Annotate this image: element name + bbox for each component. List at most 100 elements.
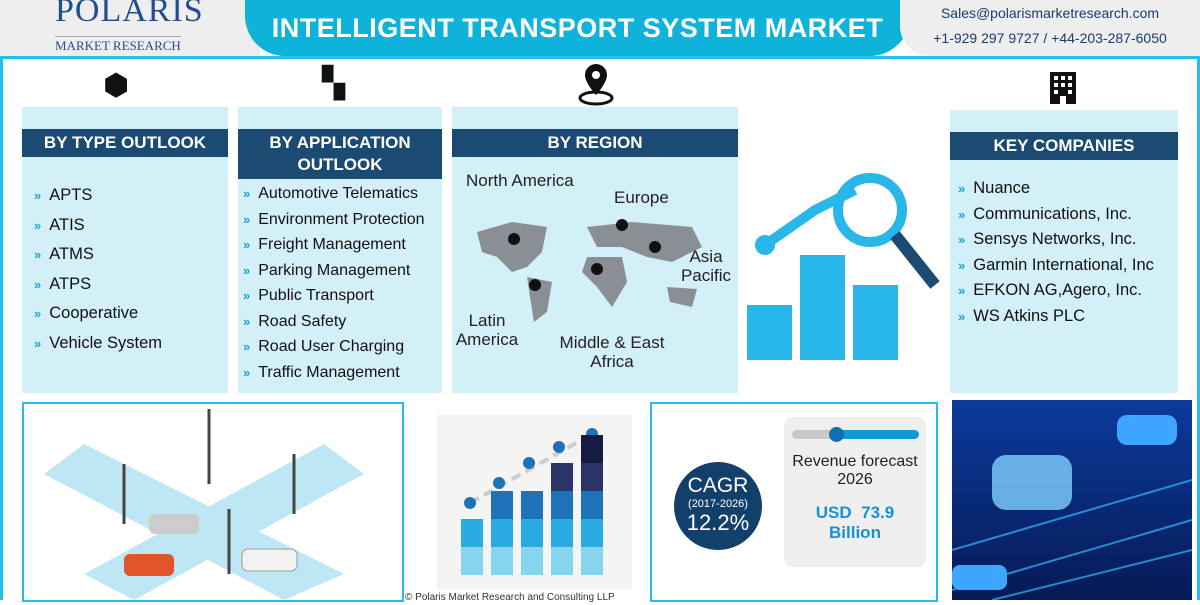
bullet-icon: » [34, 335, 42, 351]
panel-heading: BY APPLICATION OUTLOOK [238, 129, 442, 179]
brand-name: POLARIS [55, 0, 204, 29]
item-label: Vehicle System [49, 333, 163, 352]
list-item: » Road Safety [243, 309, 425, 335]
list-item: » Vehicle System [34, 329, 162, 359]
bullet-icon: » [958, 308, 966, 324]
contact-info: Sales@polarismarketresearch.com +1-929 2… [900, 0, 1200, 56]
bullet-icon: » [243, 339, 251, 354]
type-outlook-panel: BY TYPE OUTLOOK » APTS » ATIS » ATMS » ATPS … [22, 107, 228, 393]
companies-list: » Nuance » Communications, Inc. » Sensys Ne… [958, 176, 1154, 329]
bar-segment [551, 547, 573, 575]
intersection-illustration [22, 402, 404, 602]
item-label: ATPS [49, 274, 92, 293]
list-item: » Cooperative [34, 299, 162, 329]
title-banner: INTELLIGENT TRANSPORT SYSTEM MARKET [245, 0, 910, 56]
bullet-icon: » [243, 364, 251, 380]
bullet-icon: » [958, 283, 966, 298]
phone: +1-929 297 9727 / +44-203-287-6050 [933, 30, 1167, 46]
list-item: » ATPS [34, 270, 162, 300]
cagr-period: (2017-2026) [688, 498, 748, 510]
key-companies-panel: KEY COMPANIES » Nuance » Communications, I… [950, 110, 1178, 393]
bar-segment [521, 491, 543, 519]
heading-line: BY APPLICATION [269, 133, 411, 152]
list-item: » ATIS [34, 211, 162, 241]
panel-heading: BY TYPE OUTLOOK [22, 129, 228, 157]
bar-segment [521, 519, 543, 547]
bar-segment [551, 463, 573, 491]
list-item: » WS Atkins PLC [958, 304, 1154, 330]
region-europe: Europe [614, 188, 669, 207]
panel-heading: BY REGION [452, 129, 738, 157]
building-icon [1048, 70, 1078, 112]
item-label: ATMS [49, 245, 94, 264]
cagr-value: 12.2% [686, 510, 750, 535]
bullet-icon: » [34, 306, 42, 322]
list-item: » Garmin International, Inc [958, 253, 1154, 279]
region-north-america: North America [466, 171, 574, 190]
item-label: Environment Protection [258, 210, 425, 228]
bar-segment [581, 435, 603, 463]
application-outlook-panel: BY APPLICATION OUTLOOK » Automotive Telema… [238, 107, 442, 393]
autonomous-vehicle-illustration [952, 400, 1192, 600]
cagr-label: CAGR [687, 474, 749, 497]
bar-segment [521, 547, 543, 575]
bar-segment [581, 519, 603, 547]
forecast-slider [792, 427, 919, 442]
bullet-icon: » [243, 288, 251, 303]
list-item: » EFKON AG,Agero, Inc. [958, 278, 1154, 304]
region-asia-pacific: Asia Pacific [680, 247, 732, 285]
copyright: © Polaris Market Research and Consulting… [405, 592, 615, 603]
apps-icon: ▚ [322, 67, 346, 100]
region-mea: Middle & East Africa [559, 333, 665, 371]
content-frame [0, 56, 1200, 600]
item-label: Automotive Telematics [258, 185, 419, 202]
region-latin-america: Latin America [455, 311, 519, 349]
item-label: Public Transport [258, 287, 374, 304]
list-item: » ATMS [34, 240, 162, 270]
item-label: Nuance [973, 179, 1031, 197]
bar-segment [551, 519, 573, 547]
growth-chart-illustration [437, 415, 632, 590]
list-item: » Sensys Networks, Inc. [958, 227, 1154, 253]
forecast-card: Revenue forecast 2026 USD 73.9 Billion [784, 417, 926, 567]
bullet-icon: » [243, 262, 251, 278]
item-label: Road User Charging [258, 338, 405, 355]
bar-segment [581, 463, 603, 491]
bar-segment [491, 491, 513, 519]
list-item: » Automotive Telematics [243, 181, 425, 207]
bar-segment [551, 491, 573, 519]
page-title: INTELLIGENT TRANSPORT SYSTEM MARKET [271, 13, 884, 43]
list-item: » Freight Management [243, 232, 425, 258]
bullet-icon: » [34, 276, 42, 292]
bar-segment [461, 519, 483, 547]
bullet-icon: » [958, 181, 966, 196]
item-label: Sensys Networks, Inc. [973, 230, 1137, 248]
brand-subtitle: MARKET RESEARCH [55, 36, 181, 53]
panel-heading: KEY COMPANIES [950, 132, 1178, 160]
list-item: » Road User Charging [243, 334, 425, 360]
bar-segment [491, 547, 513, 575]
item-label: EFKON AG,Agero, Inc. [973, 281, 1142, 299]
list-item: » Public Transport [243, 283, 425, 309]
item-label: Freight Management [258, 236, 406, 253]
bullet-icon: » [958, 232, 966, 247]
map-pin-icon [578, 62, 614, 114]
email[interactable]: Sales@polarismarketresearch.com [940, 5, 1160, 21]
list-item: » Communications, Inc. [958, 202, 1154, 228]
bullet-icon: » [243, 313, 251, 329]
list-item: » Environment Protection [243, 207, 425, 233]
stats-box: CAGR (2017-2026) 12.2% Revenue forecast … [650, 402, 938, 602]
item-label: Cooperative [49, 304, 139, 323]
logo: POLARIS MARKET RESEARCH [0, 0, 260, 56]
list-item: » APTS [34, 181, 162, 211]
cube-network-icon: ⬢ [103, 69, 130, 102]
bullet-icon: » [243, 186, 251, 201]
bar-segment [581, 547, 603, 575]
item-label: Communications, Inc. [973, 204, 1132, 223]
heading-line: OUTLOOK [297, 155, 383, 174]
bullet-icon: » [243, 237, 251, 252]
bullet-icon: » [34, 247, 42, 263]
bar-segment [491, 519, 513, 547]
cagr-badge: CAGR (2017-2026) 12.2% [674, 462, 762, 550]
bullet-icon: » [34, 188, 42, 203]
